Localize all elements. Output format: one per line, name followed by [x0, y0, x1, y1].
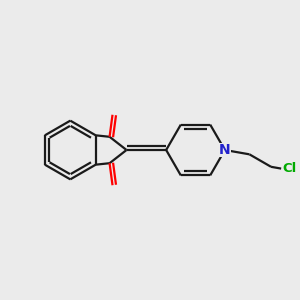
Text: Cl: Cl: [282, 162, 296, 175]
Text: N: N: [219, 143, 231, 157]
